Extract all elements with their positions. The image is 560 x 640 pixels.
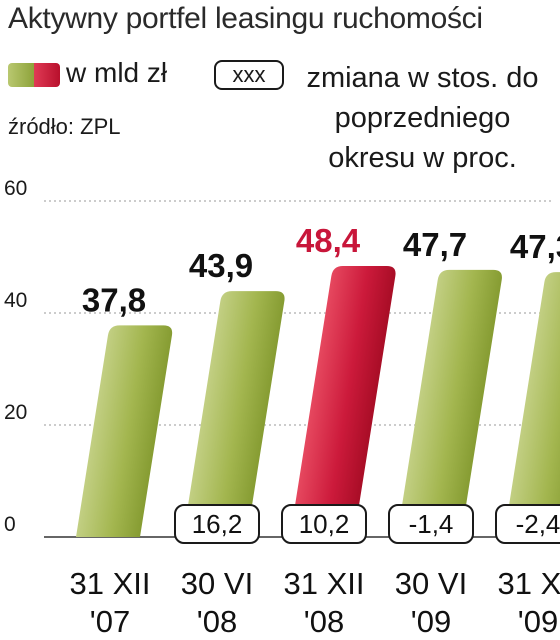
bar-value-label: 37,8 bbox=[82, 281, 146, 318]
bar bbox=[183, 291, 285, 537]
change-value-label: 16,2 bbox=[192, 509, 243, 539]
x-tick-label: 31 XII bbox=[498, 566, 560, 601]
change-value-label: 10,2 bbox=[299, 509, 350, 539]
legend-unit-label: w mld zł bbox=[66, 57, 168, 88]
source-note: źródło: ZPL bbox=[8, 114, 121, 139]
change-value-label: -2,4 bbox=[516, 509, 560, 539]
change-box bbox=[281, 504, 367, 544]
chart-title: Aktywny portfel leasingu ruchomości bbox=[8, 2, 483, 35]
x-tick-label: '09 bbox=[518, 604, 558, 639]
change-box bbox=[388, 504, 474, 544]
legend-swatch bbox=[8, 63, 60, 87]
x-tick-label: 31 XII bbox=[284, 566, 365, 601]
x-tick-label: 30 VI bbox=[181, 566, 253, 601]
y-tick-label: 20 bbox=[4, 401, 27, 424]
y-tick-label: 60 bbox=[4, 177, 27, 200]
x-tick-label: 31 XII bbox=[70, 566, 151, 601]
bar-value-label: 48,4 bbox=[296, 222, 361, 259]
bar-value-label: 43,9 bbox=[189, 247, 253, 284]
change-box bbox=[495, 504, 560, 544]
legend-change-box: xxx bbox=[214, 60, 284, 90]
bar-value-label: 47,3 bbox=[510, 228, 560, 265]
legend-change-description: zmiana w stos. do poprzedniego okresu w … bbox=[306, 62, 539, 174]
bar bbox=[397, 269, 502, 537]
bar bbox=[76, 325, 173, 537]
x-tick-label: '08 bbox=[304, 604, 344, 639]
x-tick-label: '07 bbox=[90, 604, 130, 639]
change-box bbox=[174, 504, 260, 544]
bar bbox=[290, 265, 396, 537]
bar-value-label: 47,7 bbox=[403, 226, 467, 263]
y-tick-label: 0 bbox=[4, 513, 16, 536]
x-tick-label: 30 VI bbox=[395, 566, 467, 601]
x-tick-label: '09 bbox=[411, 604, 451, 639]
change-value-label: -1,4 bbox=[409, 509, 454, 539]
y-tick-label: 40 bbox=[4, 289, 27, 312]
x-tick-label: '08 bbox=[197, 604, 237, 639]
bar bbox=[504, 272, 560, 537]
